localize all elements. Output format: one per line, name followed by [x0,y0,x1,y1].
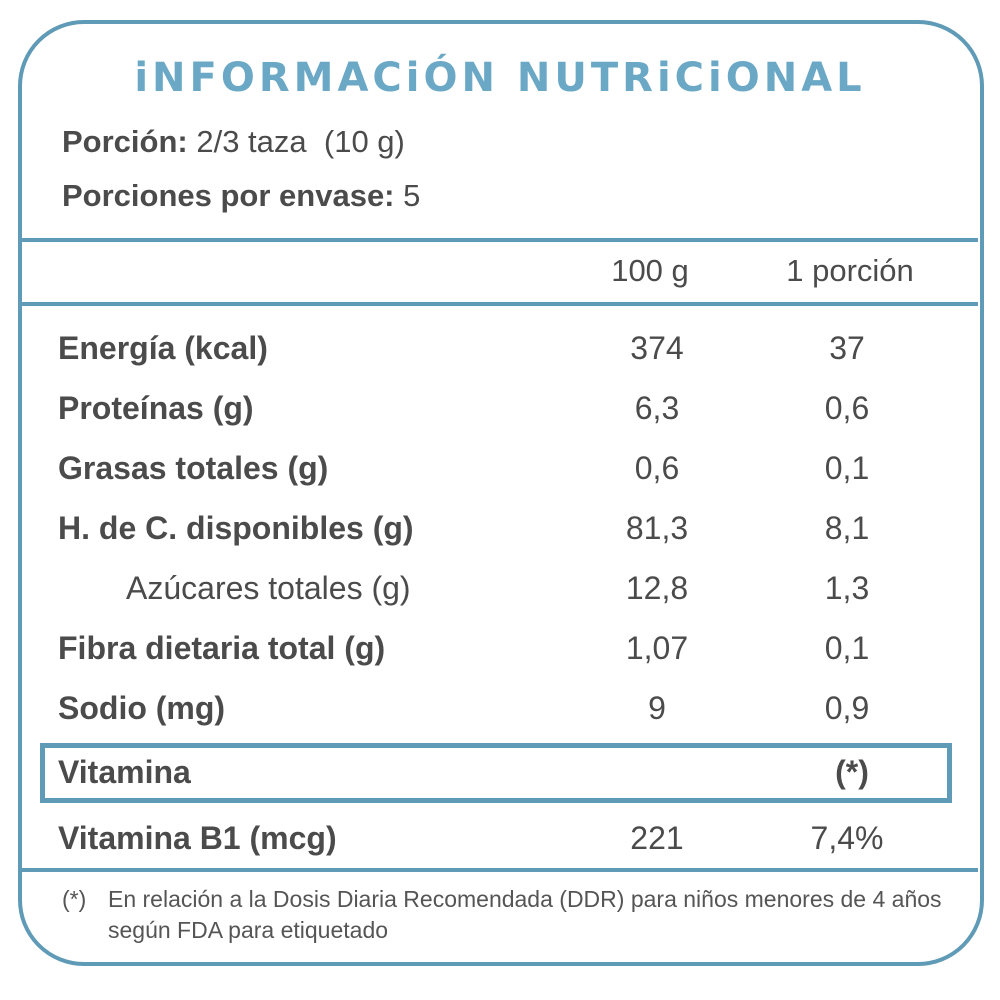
nutrient-name: Energía (kcal) [58,330,268,366]
serving-size-value: 2/3 taza (10 g) [187,124,405,159]
vitamin-row-b1: Vitamina B1 (mcg) 221 7,4% [0,808,1000,868]
nutrient-value-100g: 374 [630,330,684,366]
nutrient-name: Fibra dietaria total (g) [58,630,386,666]
servings-per-container-label: Porciones por envase: [62,178,395,213]
servings-per-container: Porciones por envase: 5 [62,176,420,216]
nutrient-value-portion: 37 [829,330,865,366]
divider-header [20,302,978,306]
nutrient-value-portion: 0,9 [824,690,870,726]
nutrition-label-frame [18,20,984,966]
footnote-text: En relación a la Dosis Diaria Recomendad… [108,886,942,943]
nutrient-row-grasas: Grasas totales (g) 0,6 0,1 [0,438,1000,498]
nutrient-row-carbohidratos: H. de C. disponibles (g) 81,3 8,1 [0,498,1000,558]
vitamin-header-box: Vitamina (*) [40,743,952,803]
vitamin-name: Vitamina B1 (mcg) [58,820,337,856]
nutrient-name: Sodio (mg) [58,690,226,726]
nutrient-row-proteinas: Proteínas (g) 6,3 0,6 [0,378,1000,438]
vitamin-value-100g: 221 [630,820,684,856]
nutrient-value-portion: 0,1 [824,630,870,666]
nutrient-name: Azúcares totales (g) [126,570,411,606]
label-title: iNFORMACiÓN NUTRiCiONAL [134,55,866,101]
footnote-mark: (*) [62,886,87,912]
nutrient-row-sodio: Sodio (mg) 9 0,9 [0,678,1000,738]
nutrient-name: H. de C. disponibles (g) [58,510,414,546]
divider-top [20,238,978,242]
nutrient-value-portion: 8,1 [824,510,870,546]
nutrient-value-100g: 12,8 [625,570,689,606]
servings-per-container-value: 5 [394,178,421,213]
nutrient-value-100g: 6,3 [634,390,680,426]
nutrient-value-portion: 0,1 [824,450,870,486]
nutrient-value-100g: 1,07 [625,630,689,666]
nutrient-row-azucares: Azúcares totales (g) 12,8 1,3 [0,558,1000,618]
nutrient-name: Grasas totales (g) [58,450,329,486]
nutrient-name: Proteínas (g) [58,390,254,426]
nutrient-row-energia: Energía (kcal) 374 37 [0,318,1000,378]
serving-size-label: Porción: [62,124,188,159]
nutrient-value-100g: 0,6 [634,450,680,486]
divider-footnote [20,868,978,872]
nutrient-value-portion: 0,6 [824,390,870,426]
column-header-100g: 100 g [611,253,689,288]
vitamin-header-label: Vitamina [58,754,191,790]
nutrient-row-fibra: Fibra dietaria total (g) 1,07 0,1 [0,618,1000,678]
nutrient-value-portion: 1,3 [824,570,870,606]
column-header-portion: 1 porción [786,253,914,288]
serving-size: Porción: 2/3 taza (10 g) [62,122,405,162]
nutrient-value-100g: 81,3 [625,510,689,546]
footnote: (*) En relación a la Dosis Diaria Recome… [62,884,942,946]
vitamin-header-reference: (*) [835,754,869,790]
nutrient-value-100g: 9 [648,690,666,726]
vitamin-value-portion: 7,4% [810,820,884,856]
